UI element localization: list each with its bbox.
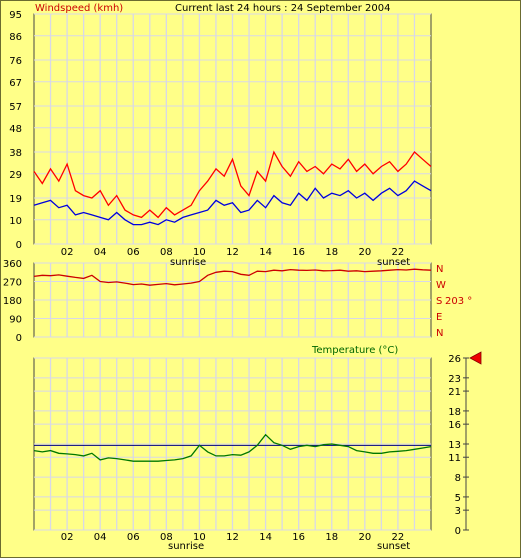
temperature-series — [33, 433, 432, 462]
wind-y-tick-label: 48 — [9, 124, 22, 135]
chart-title: Current last 24 hours : 24 September 200… — [175, 3, 391, 14]
wind-x-tick-label: 22 — [392, 247, 405, 258]
temp-y-tick-label: 11 — [448, 453, 461, 464]
temp-x-tick-label: 04 — [94, 532, 107, 543]
wind-avg-series — [33, 180, 432, 226]
temp-y-tick-label: 3 — [455, 506, 461, 517]
temp-y-tick-label: 23 — [448, 374, 461, 385]
temp-y-tick-label: 18 — [448, 407, 461, 418]
temp-x-tick-label: 02 — [61, 532, 74, 543]
wind-y-tick-label: 29 — [9, 170, 22, 181]
wind-max-series — [33, 150, 432, 219]
sunrise-label-bottom: sunrise — [168, 541, 204, 552]
windspeed-panel: 0 10 19 29 38 48 57 67 76 86 95 02 04 06 08 10 12 14 16 18 2… — [9, 10, 432, 258]
temp-y-tick-label: 21 — [448, 387, 461, 398]
temp-y-tick-label: 26 — [448, 354, 461, 365]
wind-x-tick-label: 06 — [127, 247, 140, 258]
wind-y-tick-label: 86 — [9, 32, 22, 43]
temp-x-tick-label: 12 — [226, 532, 239, 543]
wind-y-tick-label: 0 — [16, 240, 22, 251]
wind-x-tick-label: 08 — [160, 247, 173, 258]
current-direction-value: 203 ° — [445, 296, 472, 307]
temp-y-tick-label: 8 — [455, 473, 461, 484]
temp-x-tick-label: 10 — [193, 532, 206, 543]
temperature-title: Temperature (°C) — [311, 345, 398, 356]
dir-y-tick-label: 90 — [9, 315, 22, 326]
wind-y-tick-label: 67 — [9, 78, 22, 89]
sunset-label-top: sunset — [377, 257, 410, 268]
current-temperature-marker — [469, 351, 482, 365]
compass-label-n-bottom: N — [436, 328, 443, 339]
wind-x-tick-label: 02 — [61, 247, 74, 258]
windspeed-title: Windspeed (kmh) — [35, 3, 123, 14]
temp-y-tick-label: 5 — [455, 493, 461, 504]
temp-x-tick-label: 14 — [259, 532, 272, 543]
temp-x-tick-label: 20 — [358, 532, 371, 543]
wind-x-tick-label: 04 — [94, 247, 107, 258]
temp-y-tick-label: 16 — [448, 420, 461, 431]
wind-y-tick-label: 10 — [9, 216, 22, 227]
temperature-panel: 0 3 5 8 11 13 16 18 21 23 26 02 04 06 08 10 12 14 16 18 20 22 — [33, 351, 482, 543]
compass-label-s: S — [436, 296, 442, 307]
wind-x-tick-label: 12 — [226, 247, 239, 258]
dir-y-tick-label: 360 — [3, 259, 22, 270]
temp-x-tick-label: 22 — [392, 532, 405, 543]
wind-x-tick-label: 14 — [259, 247, 272, 258]
temp-x-tick-label: 06 — [127, 532, 140, 543]
sunset-label-bottom: sunset — [377, 541, 410, 552]
direction-series — [33, 268, 432, 286]
wind-x-tick-label: 16 — [292, 247, 305, 258]
wind-y-tick-label: 57 — [9, 102, 22, 113]
temp-y-tick-label: 0 — [455, 526, 461, 537]
compass-label-n-top: N — [436, 264, 443, 275]
dir-y-tick-label: 0 — [16, 333, 22, 344]
temp-x-tick-label: 08 — [160, 532, 173, 543]
wind-x-tick-label: 18 — [325, 247, 338, 258]
wind-y-tick-label: 19 — [9, 194, 22, 205]
compass-label-e: E — [436, 312, 442, 323]
dir-y-tick-label: 180 — [3, 296, 22, 307]
wind-x-tick-label: 10 — [193, 247, 206, 258]
temp-x-tick-label: 16 — [292, 532, 305, 543]
direction-panel: 0 90 180 270 360 — [3, 259, 432, 344]
sunrise-label-top: sunrise — [170, 257, 206, 268]
wind-x-tick-label: 20 — [358, 247, 371, 258]
compass-label-w: W — [436, 280, 446, 291]
wind-y-tick-label: 76 — [9, 56, 22, 67]
dir-y-tick-label: 270 — [3, 278, 22, 289]
temp-y-tick-label: 13 — [448, 440, 461, 451]
temp-x-tick-label: 18 — [325, 532, 338, 543]
wind-y-tick-label: 38 — [9, 148, 22, 159]
wind-y-tick-label: 95 — [9, 10, 22, 21]
